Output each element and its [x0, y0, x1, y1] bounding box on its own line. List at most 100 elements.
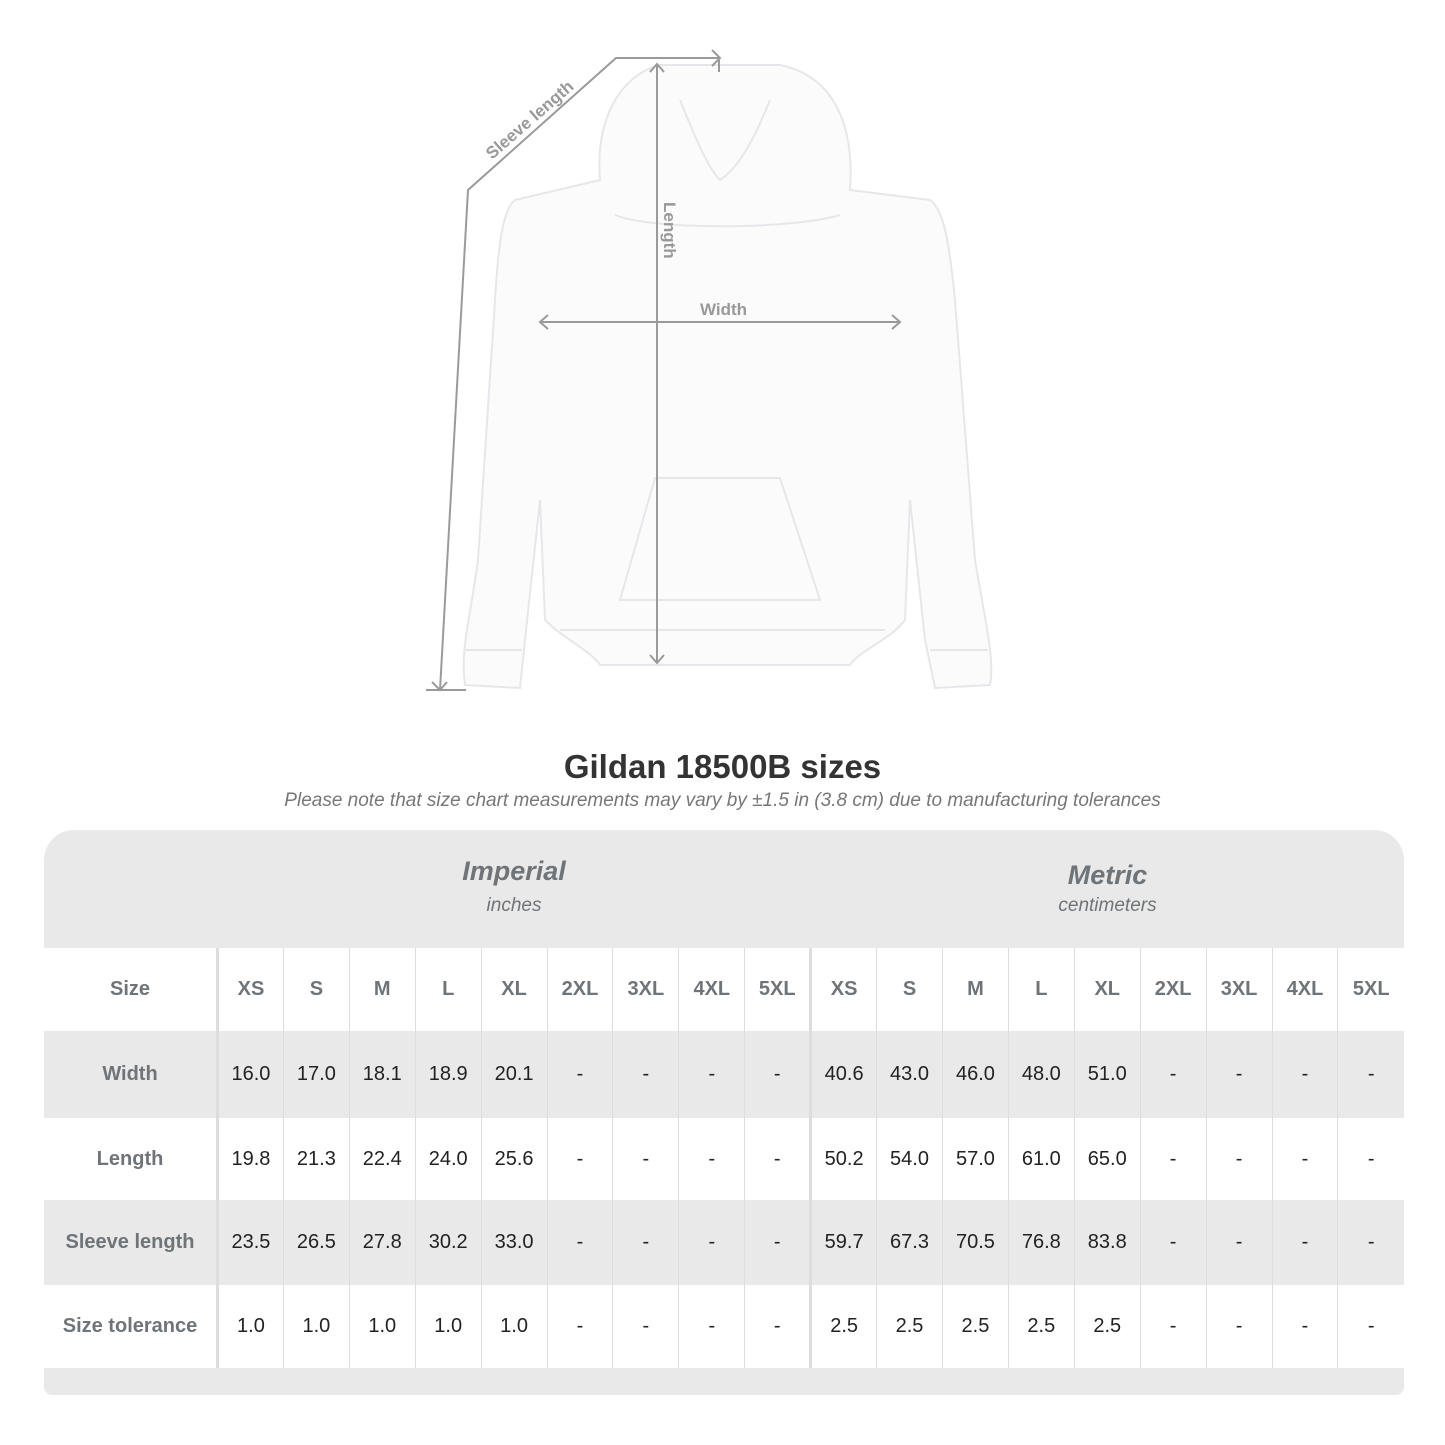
imperial-value-cell: 18.1: [348, 1031, 416, 1118]
metric-size-4XL: 4XL: [1271, 948, 1338, 1031]
imperial-value-cell: 1.0: [480, 1285, 548, 1368]
imperial-value-cell: -: [744, 1118, 811, 1200]
metric-value-cell: 51.0: [1073, 1031, 1141, 1118]
imperial-size-XS: XS: [217, 948, 284, 1031]
metric-size-L: L: [1007, 948, 1075, 1031]
imperial-value-cell: -: [678, 1031, 745, 1118]
imperial-value-cell: 27.8: [348, 1200, 416, 1285]
imperial-size-S: S: [282, 948, 350, 1031]
table-row: Sleeve length 23.5 26.5 27.8 30.2 33.0- - - -59.…: [44, 1200, 1404, 1285]
metric-value-cell: -: [1337, 1200, 1404, 1285]
imperial-value-cell: -: [612, 1118, 679, 1200]
hoodie-illustration: [462, 64, 993, 690]
length-label: Length: [660, 202, 679, 259]
metric-value-cell: 46.0: [941, 1031, 1009, 1118]
metric-value-cell: -: [1205, 1031, 1272, 1118]
metric-size-3XL: 3XL: [1205, 948, 1272, 1031]
metric-value-cell: 50.2: [809, 1118, 877, 1200]
size-table: Size XS S M L XL 2XL 3XL 4XL 5XL XS S M L XL 2XL 3XL 4XL 5…: [44, 948, 1404, 1368]
chart-title: Gildan 18500B sizes: [563, 748, 882, 785]
imperial-header: Imperial inches: [217, 830, 811, 948]
imperial-value-cell: -: [678, 1118, 745, 1200]
table-row: Width 16.0 17.0 18.1 18.9 20.1- - - -40.6 43.0 46.…: [44, 1031, 1404, 1118]
size-table-card: Imperial inches Metric centimeters Size X…: [44, 830, 1404, 1395]
imperial-value-cell: -: [678, 1285, 745, 1368]
row-label: Size tolerance: [44, 1285, 219, 1368]
imperial-value-cell: 30.2: [414, 1200, 482, 1285]
imperial-value-cell: 1.0: [282, 1285, 350, 1368]
row-label: Sleeve length: [44, 1200, 219, 1285]
metric-value-cell: 59.7: [809, 1200, 877, 1285]
metric-size-2XL: 2XL: [1139, 948, 1207, 1031]
metric-value-cell: 2.5: [809, 1285, 877, 1368]
size-column-label: Size: [44, 948, 219, 1031]
metric-value-cell: -: [1205, 1285, 1272, 1368]
metric-value-cell: 57.0: [941, 1118, 1009, 1200]
imperial-title: Imperial: [462, 856, 566, 886]
chart-subtitle: Please note that size chart measurements…: [284, 790, 1161, 811]
hoodie-measurement-diagram: Sleeve length Length Width: [426, 49, 993, 692]
imperial-size-XL: XL: [480, 948, 548, 1031]
imperial-size-3XL: 3XL: [612, 948, 679, 1031]
imperial-value-cell: 1.0: [348, 1285, 416, 1368]
imperial-value-cell: 25.6: [480, 1118, 548, 1200]
metric-value-cell: -: [1271, 1285, 1338, 1368]
metric-value-cell: 40.6: [809, 1031, 877, 1118]
metric-size-XS: XS: [809, 948, 877, 1031]
metric-value-cell: -: [1271, 1200, 1338, 1285]
imperial-value-cell: 18.9: [414, 1031, 482, 1118]
imperial-value-cell: 20.1: [480, 1031, 548, 1118]
metric-size-M: M: [941, 948, 1009, 1031]
imperial-value-cell: 22.4: [348, 1118, 416, 1200]
sleeve-length-label: Sleeve length: [482, 77, 577, 163]
imperial-value-cell: -: [612, 1285, 679, 1368]
metric-value-cell: 2.5: [941, 1285, 1009, 1368]
metric-value-cell: 2.5: [1007, 1285, 1075, 1368]
metric-value-cell: -: [1337, 1285, 1404, 1368]
metric-value-cell: 70.5: [941, 1200, 1009, 1285]
imperial-value-cell: -: [546, 1285, 613, 1368]
metric-value-cell: 2.5: [876, 1285, 943, 1368]
imperial-size-4XL: 4XL: [678, 948, 745, 1031]
imperial-unit: inches: [486, 895, 542, 916]
imperial-value-cell: 24.0: [414, 1118, 482, 1200]
imperial-size-5XL: 5XL: [744, 948, 811, 1031]
metric-value-cell: -: [1139, 1118, 1207, 1200]
imperial-value-cell: 1.0: [414, 1285, 482, 1368]
metric-size-S: S: [876, 948, 943, 1031]
metric-value-cell: -: [1271, 1118, 1338, 1200]
imperial-size-M: M: [348, 948, 416, 1031]
table-row: Size tolerance 1.0 1.0 1.0 1.0 1.0- - - -2.5 2.5 2…: [44, 1285, 1404, 1368]
size-header-row: Size XS S M L XL 2XL 3XL 4XL 5XL XS S M L XL 2XL 3XL 4XL 5…: [44, 948, 1404, 1031]
width-label: Width: [700, 300, 747, 319]
imperial-value-cell: -: [744, 1285, 811, 1368]
imperial-value-cell: -: [612, 1200, 679, 1285]
metric-value-cell: 76.8: [1007, 1200, 1075, 1285]
imperial-value-cell: -: [678, 1200, 745, 1285]
row-label: Length: [44, 1118, 219, 1200]
metric-title: Metric: [1067, 860, 1148, 890]
imperial-value-cell: 1.0: [217, 1285, 284, 1368]
imperial-value-cell: 21.3: [282, 1118, 350, 1200]
metric-value-cell: 48.0: [1007, 1031, 1075, 1118]
imperial-value-cell: 33.0: [480, 1200, 548, 1285]
measurement-lines: [426, 49, 902, 692]
imperial-size-L: L: [414, 948, 482, 1031]
metric-value-cell: -: [1337, 1031, 1404, 1118]
imperial-value-cell: -: [546, 1200, 613, 1285]
metric-value-cell: 67.3: [876, 1200, 943, 1285]
metric-unit: centimeters: [1058, 895, 1157, 916]
imperial-value-cell: -: [744, 1200, 811, 1285]
row-label: Width: [44, 1031, 219, 1118]
metric-value-cell: 43.0: [876, 1031, 943, 1118]
imperial-value-cell: -: [546, 1031, 613, 1118]
imperial-value-cell: 23.5: [217, 1200, 284, 1285]
imperial-value-cell: 16.0: [217, 1031, 284, 1118]
metric-value-cell: -: [1271, 1031, 1338, 1118]
metric-value-cell: 61.0: [1007, 1118, 1075, 1200]
metric-value-cell: 54.0: [876, 1118, 943, 1200]
metric-value-cell: -: [1205, 1200, 1272, 1285]
metric-header: Metric centimeters: [811, 830, 1404, 948]
metric-value-cell: -: [1139, 1200, 1207, 1285]
imperial-value-cell: -: [546, 1118, 613, 1200]
